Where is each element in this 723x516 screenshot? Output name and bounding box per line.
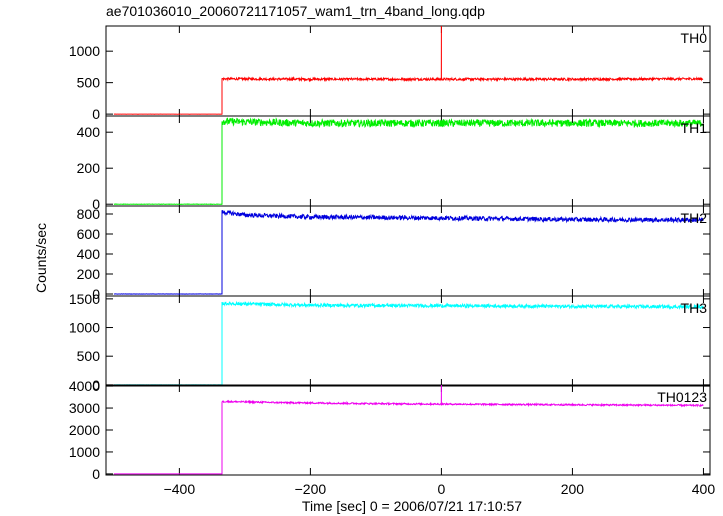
y-tick-label: 600: [77, 226, 101, 242]
panel-label-th0123: TH0123: [657, 389, 707, 405]
y-tick-label: 0: [92, 377, 100, 393]
chart-title: ae701036010_20060721171057_wam1_trn_4ban…: [106, 3, 485, 19]
x-tick-label: 400: [692, 481, 716, 497]
y-tick-label: 200: [77, 266, 101, 282]
y-tick-label: 800: [77, 206, 101, 222]
series-line-th2: [113, 209, 704, 295]
y-tick-label: 200: [77, 160, 101, 176]
y-tick-label: 1000: [69, 320, 100, 336]
y-tick-label: 1500: [69, 291, 100, 307]
y-tick-label: 4000: [69, 378, 100, 394]
y-tick-label: 400: [77, 124, 101, 140]
panel-label-th2: TH2: [681, 210, 708, 226]
x-axis-label: Time [sec] 0 = 2006/07/21 17:10:57: [301, 498, 523, 514]
x-tick-label: −400: [164, 481, 196, 497]
series-line-th0123: [113, 384, 704, 475]
y-tick-label: 1000: [69, 444, 100, 460]
x-tick-label: 0: [438, 481, 446, 497]
y-tick-label: 500: [77, 75, 101, 91]
panel-frame-th0123: [105, 384, 711, 476]
series-line-th3: [113, 300, 704, 386]
y-tick-label: 1000: [69, 43, 100, 59]
panel-label-th1: TH1: [681, 120, 708, 136]
x-tick-label: −200: [295, 481, 327, 497]
y-tick-label: 400: [77, 246, 101, 262]
y-tick-label: 3000: [69, 400, 100, 416]
y-tick-label: 500: [77, 348, 101, 364]
panel-frame-th3: [105, 295, 711, 387]
y-tick-label: 0: [92, 106, 100, 122]
y-tick-label: 0: [92, 286, 100, 302]
panel-label-th0: TH0: [681, 30, 708, 46]
series-line-th0: [113, 25, 704, 115]
y-tick-label: 0: [92, 466, 100, 482]
x-tick-label: 200: [561, 481, 585, 497]
y-tick-label: 2000: [69, 422, 100, 438]
series-line-th1: [113, 117, 704, 206]
panel-frame-th1: [105, 115, 711, 207]
panel-frame-th0: [105, 25, 711, 117]
y-tick-label: 0: [92, 196, 100, 212]
panel-label-th3: TH3: [681, 300, 708, 316]
